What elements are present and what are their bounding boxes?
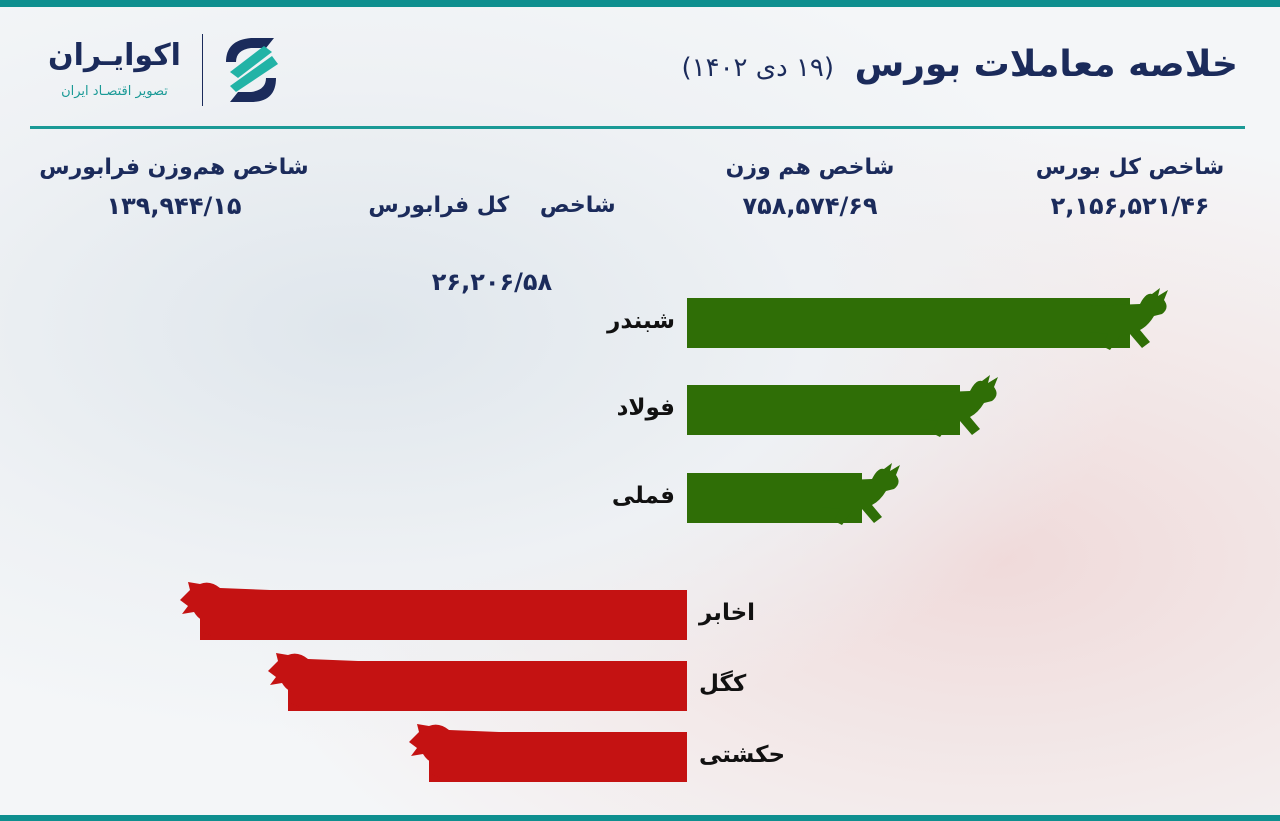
- index-total-bourse: شاخص کل بورس ۲,۱۵۶,۵۲۱/۴۶: [980, 155, 1280, 220]
- bar-loss: [200, 590, 687, 640]
- bottom-accent-bar: [0, 815, 1280, 821]
- index-equal-weight-farabourse: شاخص هم‌وزن فرابورس ۱۳۹,۹۴۴/۱۵: [24, 155, 324, 220]
- bar-label: فملی: [611, 483, 675, 509]
- title-text: خلاصه معاملات بورس: [854, 44, 1238, 85]
- title-date: (۱۹ دی ۱۴۰۲): [681, 53, 835, 83]
- bar-label: حکشتی: [699, 742, 786, 768]
- logo-tagline: تصویر اقتصـاد ایران: [61, 84, 168, 99]
- bar-label: شبندر: [607, 308, 675, 334]
- bear-icon: [180, 578, 270, 642]
- logo-name: اکوایـران: [48, 38, 181, 73]
- index-equal-weight: شاخص هم وزن ۷۵۸,۵۷۴/۶۹: [660, 155, 960, 220]
- page-title: خلاصه معاملات بورس (۱۹ دی ۱۴۰۲): [681, 44, 1238, 85]
- index-label: شاخص هم‌وزن فرابورس: [39, 155, 309, 180]
- bar-label: فولاد: [616, 395, 675, 421]
- header-divider: [30, 126, 1245, 129]
- bar-gain: [687, 385, 960, 435]
- bar-label: اخابر: [699, 600, 756, 626]
- bull-icon: [822, 461, 902, 535]
- index-value: ۲,۱۵۶,۵۲۱/۴۶: [1050, 192, 1210, 220]
- logo-separator: [202, 34, 203, 106]
- index-value: ۲۶,۲۰۶/۵۸: [431, 268, 553, 296]
- index-value: ۷۵۸,۵۷۴/۶۹: [742, 192, 878, 220]
- index-label: شاخص کل فرابورس: [368, 193, 616, 218]
- index-total-farabourse: شاخص کل فرابورس ۲۶,۲۰۶/۵۸: [342, 155, 642, 315]
- bar-gain: [687, 298, 1131, 348]
- index-label: شاخص هم وزن: [725, 155, 895, 180]
- bear-icon: [267, 649, 358, 713]
- bull-icon: [1090, 286, 1170, 360]
- bear-icon: [408, 720, 499, 784]
- logo: اکوایـران تصویر اقتصـاد ایران: [32, 32, 292, 108]
- top-accent-bar: [0, 0, 1280, 7]
- bull-icon: [919, 373, 1000, 447]
- bar-label: کگل: [699, 671, 747, 697]
- logo-mark-icon: [226, 38, 278, 102]
- index-label: شاخص کل بورس: [1035, 155, 1225, 180]
- index-value: ۱۳۹,۹۴۴/۱۵: [106, 192, 242, 220]
